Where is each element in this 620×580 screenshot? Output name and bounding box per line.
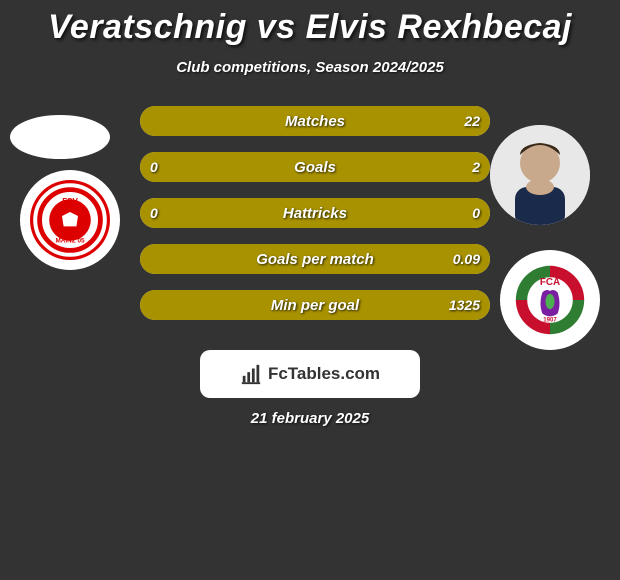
bar-value-right: 0: [472, 198, 480, 228]
footer-brand-box: FcTables.com: [200, 350, 420, 398]
stat-bar: Min per goal1325: [140, 290, 490, 320]
chart-icon: [240, 363, 262, 385]
bar-label: Goals: [140, 152, 490, 182]
bar-value-right: 1325: [449, 290, 480, 320]
bars-container: Matches22Goals02Hattricks00Goals per mat…: [0, 106, 620, 366]
stat-bar: Goals per match0.09: [140, 244, 490, 274]
bar-label: Hattricks: [140, 198, 490, 228]
stat-bar: Goals0 2: [140, 152, 490, 182]
comparison-subtitle: Club competitions, Season 2024/2025: [0, 59, 620, 76]
bar-label: Matches: [140, 106, 490, 136]
date-text: 21 february 2025: [0, 410, 620, 427]
bar-value-right: 22: [464, 106, 480, 136]
stat-bar: Hattricks0 0: [140, 198, 490, 228]
bar-value-right: 2: [472, 152, 480, 182]
bar-value-right: 0.09: [453, 244, 480, 274]
comparison-title: Veratschnig vs Elvis Rexhbecaj: [0, 0, 620, 47]
footer-brand-text: FcTables.com: [268, 364, 380, 384]
bar-label: Goals per match: [140, 244, 490, 274]
stat-bar: Matches22: [140, 106, 490, 136]
bar-value-left: 0: [150, 152, 158, 182]
bar-label: Min per goal: [140, 290, 490, 320]
bar-value-left: 0: [150, 198, 158, 228]
